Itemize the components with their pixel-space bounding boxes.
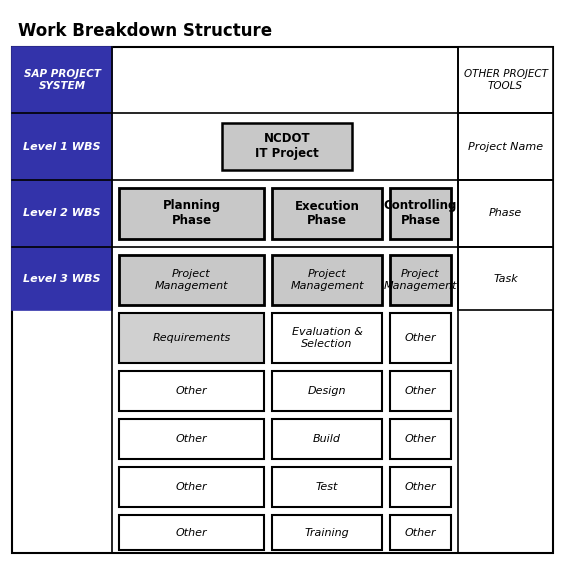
- Bar: [119, 371, 264, 411]
- Text: Level 3 WBS: Level 3 WBS: [23, 274, 101, 283]
- Bar: [12, 47, 553, 553]
- Bar: [390, 255, 451, 305]
- Text: OTHER PROJECT
TOOLS: OTHER PROJECT TOOLS: [463, 69, 548, 91]
- Text: Task: Task: [493, 274, 518, 283]
- Bar: [458, 113, 553, 180]
- Text: Level 2 WBS: Level 2 WBS: [23, 209, 101, 218]
- Text: Work Breakdown Structure: Work Breakdown Structure: [18, 22, 272, 40]
- Text: Project
Management: Project Management: [155, 269, 229, 291]
- Text: Training: Training: [304, 527, 349, 538]
- Bar: [119, 188, 264, 239]
- Text: Evaluation &
Selection: Evaluation & Selection: [292, 327, 362, 349]
- Bar: [458, 247, 553, 310]
- Text: Other: Other: [405, 527, 436, 538]
- Bar: [12, 247, 112, 310]
- Text: Level 1 WBS: Level 1 WBS: [23, 141, 101, 152]
- Bar: [272, 188, 382, 239]
- Text: SAP PROJECT
SYSTEM: SAP PROJECT SYSTEM: [24, 69, 100, 91]
- Bar: [222, 123, 352, 170]
- Bar: [119, 313, 264, 363]
- Bar: [272, 255, 382, 305]
- Bar: [390, 419, 451, 459]
- Bar: [119, 255, 264, 305]
- Bar: [12, 113, 112, 180]
- Text: Other: Other: [176, 482, 207, 492]
- Bar: [272, 515, 382, 550]
- Bar: [458, 47, 553, 113]
- Bar: [272, 419, 382, 459]
- Bar: [272, 313, 382, 363]
- Text: Other: Other: [176, 527, 207, 538]
- Text: Other: Other: [176, 386, 207, 396]
- Bar: [390, 313, 451, 363]
- Text: Test: Test: [316, 482, 338, 492]
- Text: Other: Other: [176, 434, 207, 444]
- Bar: [458, 180, 553, 247]
- Text: Other: Other: [405, 434, 436, 444]
- Bar: [12, 180, 112, 247]
- Bar: [119, 467, 264, 507]
- Text: Other: Other: [405, 333, 436, 343]
- Text: Controlling
Phase: Controlling Phase: [384, 200, 457, 227]
- Text: Execution
Phase: Execution Phase: [295, 200, 360, 227]
- Bar: [390, 515, 451, 550]
- Bar: [119, 419, 264, 459]
- Text: Phase: Phase: [489, 209, 522, 218]
- Text: Project Name: Project Name: [468, 141, 543, 152]
- Text: Other: Other: [405, 482, 436, 492]
- Text: NCDOT
IT Project: NCDOT IT Project: [255, 132, 319, 161]
- Bar: [272, 371, 382, 411]
- Text: Other: Other: [405, 386, 436, 396]
- Bar: [272, 467, 382, 507]
- Text: Project
Management: Project Management: [290, 269, 364, 291]
- Bar: [390, 188, 451, 239]
- Text: Project
Management: Project Management: [384, 269, 457, 291]
- Bar: [119, 515, 264, 550]
- Text: Requirements: Requirements: [153, 333, 231, 343]
- Text: Planning
Phase: Planning Phase: [162, 200, 220, 227]
- Bar: [390, 371, 451, 411]
- Text: Build: Build: [313, 434, 341, 444]
- Text: Design: Design: [308, 386, 346, 396]
- Bar: [390, 467, 451, 507]
- Bar: [12, 47, 112, 113]
